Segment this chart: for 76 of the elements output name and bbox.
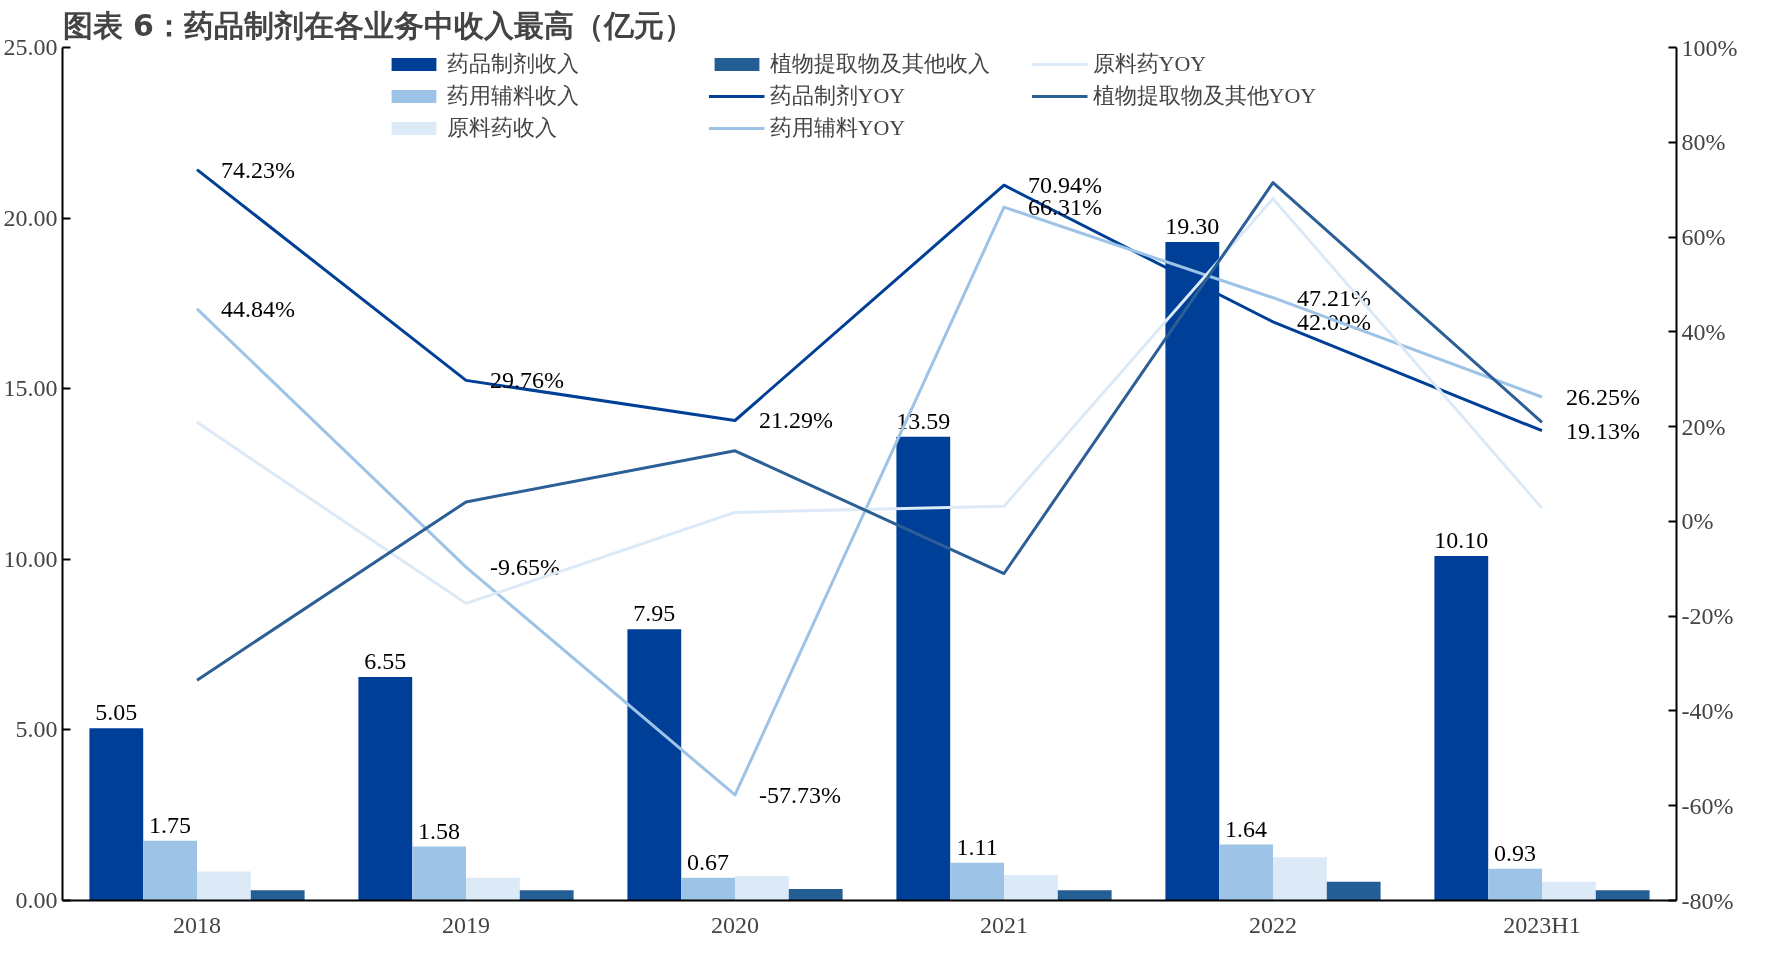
- bar: [1326, 881, 1381, 901]
- legend-label: 药品制剂YOY: [769, 82, 907, 110]
- y2-tick-label: 60%: [1681, 224, 1726, 251]
- data-label: 70.94%: [1028, 172, 1102, 199]
- legend-label: 原料药收入: [446, 114, 558, 142]
- y2-tick-label: 100%: [1681, 34, 1738, 61]
- x-tick-label: 2019: [442, 911, 490, 938]
- y2-tick-label: -20%: [1681, 603, 1734, 630]
- x-tick-label: 2018: [173, 911, 221, 938]
- y2-tick-label: 20%: [1681, 413, 1726, 440]
- data-label: 7.95: [633, 600, 676, 627]
- bar: [1004, 874, 1058, 901]
- y-tick-label: 10.00: [3, 545, 58, 572]
- bar: [950, 862, 1004, 901]
- bar: [197, 871, 251, 901]
- bar: [788, 888, 843, 901]
- legend-label: 植物提取物及其他收入: [769, 50, 991, 78]
- y-tick-label: 0.00: [15, 887, 58, 913]
- data-label: -9.65%: [490, 554, 560, 581]
- bar: [627, 629, 682, 901]
- bar: [143, 840, 197, 901]
- y2-tick-label: 80%: [1681, 129, 1726, 156]
- data-label: 10.10: [1434, 526, 1489, 553]
- bar: [735, 875, 789, 901]
- legend-label: 原料药YOY: [1092, 50, 1208, 78]
- data-label: 19.30: [1165, 212, 1220, 239]
- y-tick-label: 5.00: [15, 716, 58, 743]
- x-tick-label: 2021: [980, 911, 1028, 938]
- bar: [1488, 868, 1542, 901]
- bar: [519, 890, 574, 901]
- bar: [412, 846, 466, 901]
- bar: [896, 436, 951, 901]
- data-label: 74.23%: [221, 156, 295, 183]
- y-tick-label: 25.00: [3, 34, 58, 60]
- data-label: 29.76%: [490, 367, 564, 394]
- legend-label: 药品制剂收入: [446, 50, 580, 78]
- y2-tick-label: 40%: [1681, 318, 1726, 345]
- bar: [681, 877, 735, 901]
- bar: [1434, 555, 1489, 901]
- data-label: 0.67: [687, 848, 730, 875]
- y2-tick-label: 0%: [1681, 508, 1714, 535]
- bar: [1542, 881, 1596, 901]
- y-tick-label: 15.00: [3, 375, 58, 402]
- data-label: 44.84%: [221, 295, 295, 322]
- data-label: 1.58: [418, 817, 461, 844]
- bar: [1057, 890, 1112, 901]
- bar: [1273, 857, 1327, 901]
- legend-label: 药用辅料收入: [446, 82, 580, 110]
- data-label: 6.55: [364, 648, 407, 675]
- bar: [1219, 844, 1273, 901]
- data-label: -57.73%: [759, 781, 841, 808]
- data-label: 19.13%: [1566, 417, 1640, 444]
- data-label: 13.59: [896, 407, 951, 434]
- bar: [358, 677, 413, 901]
- legend-label: 药用辅料YOY: [769, 114, 907, 142]
- bar: [89, 728, 144, 901]
- data-label: 26.25%: [1566, 383, 1640, 410]
- x-tick-label: 2023H1: [1503, 911, 1581, 938]
- line-series: [195, 197, 1544, 605]
- chart-title: 图表 6：药品制剂在各业务中收入最高（亿元）: [62, 7, 694, 43]
- y2-tick-label: -40%: [1681, 697, 1734, 724]
- data-label: 5.05: [95, 699, 138, 726]
- bar: [250, 890, 305, 901]
- data-label: 1.64: [1225, 815, 1268, 842]
- x-tick-label: 2020: [711, 911, 759, 938]
- y2-tick-label: -60%: [1681, 792, 1734, 819]
- data-label: 0.93: [1494, 839, 1537, 866]
- y2-tick-label: -80%: [1681, 887, 1734, 914]
- bar: [1595, 890, 1650, 901]
- data-label: 1.11: [956, 833, 998, 860]
- data-label: 21.29%: [759, 407, 833, 434]
- bar: [466, 877, 520, 901]
- y-tick-label: 20.00: [3, 204, 58, 231]
- data-label: 1.75: [149, 811, 192, 838]
- x-tick-label: 2022: [1249, 911, 1297, 938]
- legend-label: 植物提取物及其他YOY: [1092, 82, 1318, 110]
